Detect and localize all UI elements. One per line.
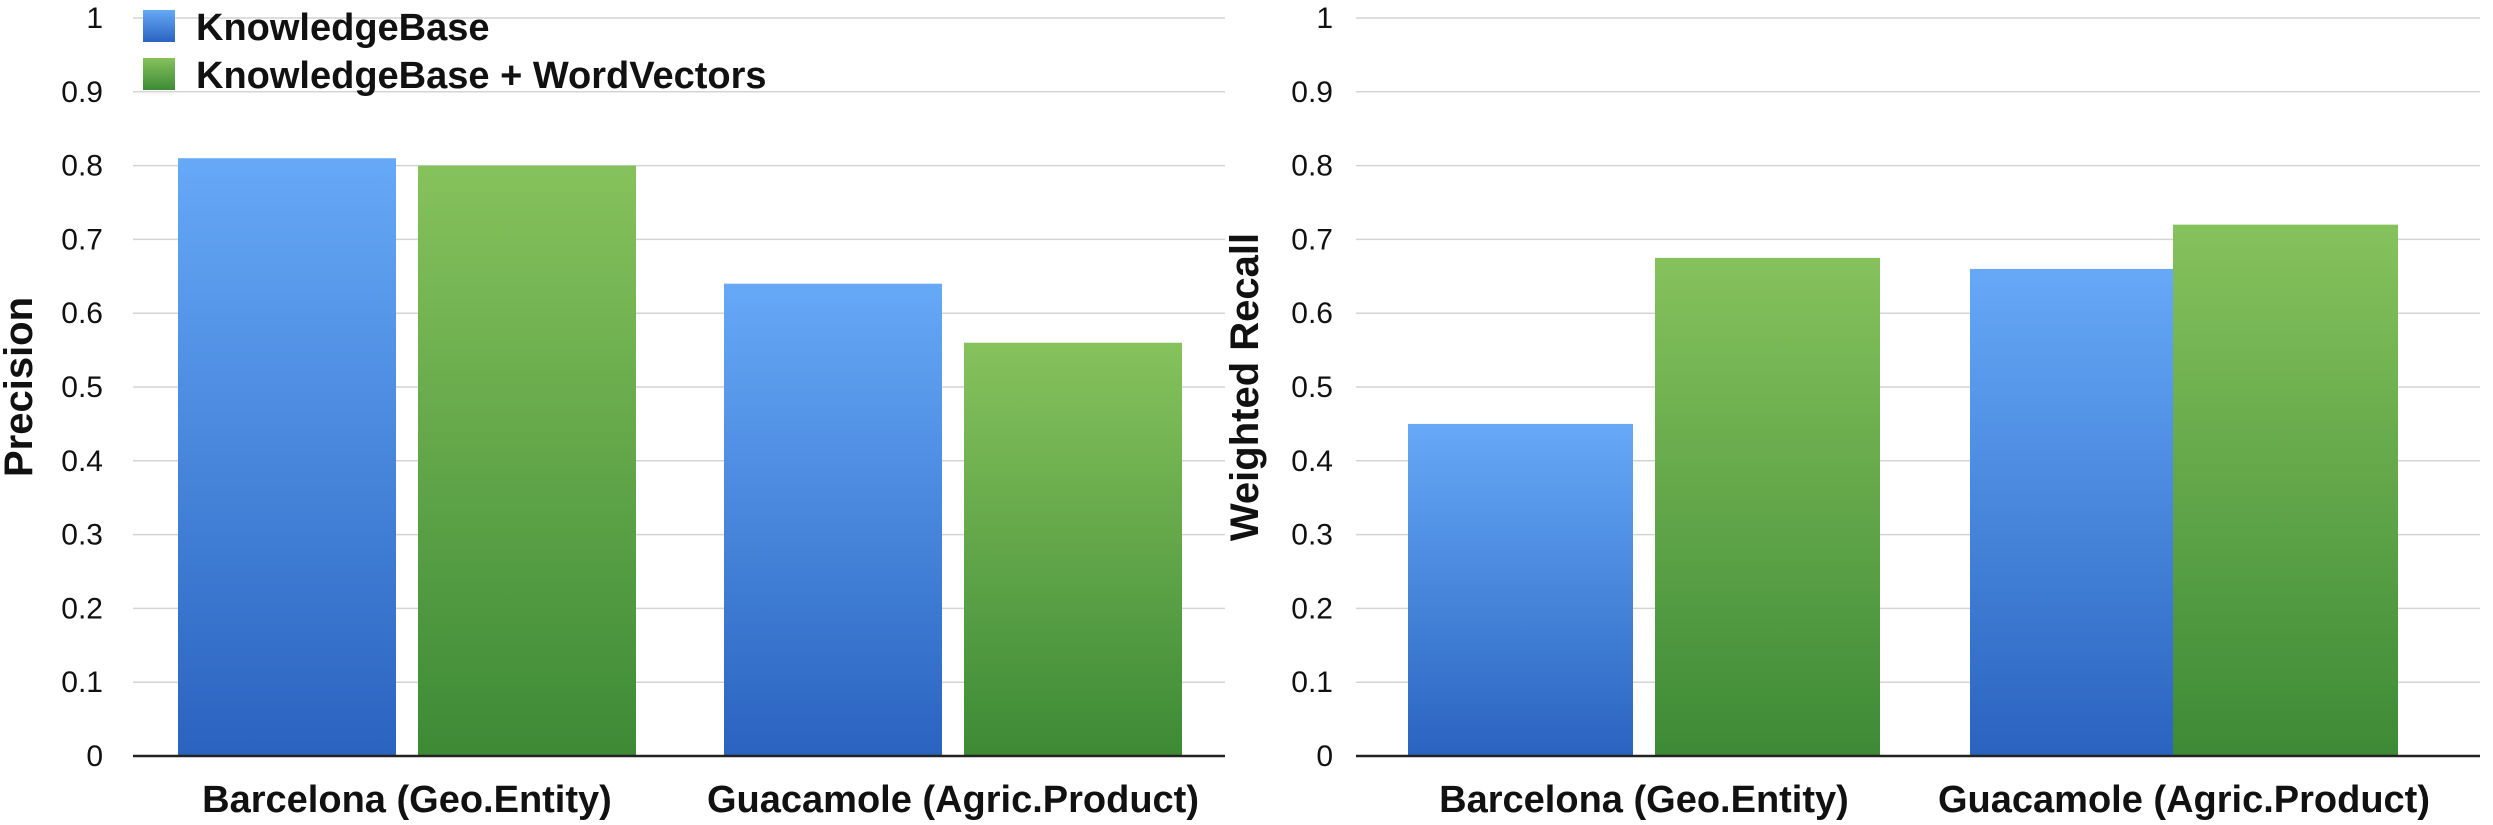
bar-knowledgebase-wordvectors-1: [418, 165, 636, 757]
bar-knowledgebase-2: [724, 283, 942, 756]
y-tick-label: 0.7: [61, 223, 103, 256]
y-tick-label: 0.9: [61, 76, 103, 109]
y-tick-label: 0.5: [61, 371, 103, 404]
y-tick-label: 0.2: [61, 592, 103, 625]
y-tick-label: 0.1: [1291, 666, 1333, 699]
category-label: Barcelona (Geo.Entity): [1439, 779, 1849, 820]
legend-swatch-knowledgebase: [143, 10, 175, 42]
category-label: Guacamole (Agric.Product): [1938, 779, 2430, 820]
y-tick-label: 0.3: [1291, 519, 1333, 552]
chart-panel-1: 0 0.1 0.2 0.3 0.4 0.5 0.6 0.7 0.8 0.9 1 Barcelona (…: [0, 2, 1225, 821]
y-tick-label: 0.2: [1291, 592, 1333, 625]
y-tick-label: 0.6: [61, 297, 103, 330]
y-tick-label: 0.4: [1291, 445, 1333, 478]
bar-knowledgebase-wordvectors-2: [2173, 224, 2398, 756]
category-label: Barcelona (Geo.Entity): [202, 779, 612, 820]
y-tick-label: 0.1: [61, 666, 103, 699]
legend-label: KnowledgeBase + WordVectors: [196, 55, 767, 97]
y-tick-label: 1: [86, 2, 103, 35]
legend-swatch-knowledgebase-wordvectors: [143, 58, 175, 90]
y-tick-label: 0: [86, 740, 103, 773]
chart-panel-2: 0 0.1 0.2 0.3 0.4 0.5 0.6 0.7 0.8 0.9 1 Barcelona (…: [1223, 2, 2480, 821]
legend-label: KnowledgeBase: [196, 7, 490, 49]
bar-knowledgebase-2: [1970, 268, 2195, 756]
bar-knowledgebase-1: [178, 158, 396, 757]
y-axis-label: Weighted Recall: [1223, 233, 1267, 541]
y-tick-label: 0.8: [61, 150, 103, 183]
bar-knowledgebase-wordvectors-2: [964, 342, 1182, 756]
y-tick-label: 0: [1316, 740, 1333, 773]
y-tick-label: 0.4: [61, 445, 103, 478]
y-tick-label: 0.3: [61, 519, 103, 552]
bar-knowledgebase-1: [1408, 423, 1633, 756]
y-tick-label: 0.7: [1291, 223, 1333, 256]
bar-knowledgebase-wordvectors-1: [1655, 257, 1880, 756]
y-tick-label: 0.5: [1291, 371, 1333, 404]
y-tick-label: 0.6: [1291, 297, 1333, 330]
y-tick-label: 0.8: [1291, 150, 1333, 183]
category-label: Guacamole (Agric.Product): [707, 779, 1199, 820]
legend: KnowledgeBase KnowledgeBase + WordVectors: [143, 7, 767, 97]
y-tick-label: 1: [1316, 2, 1333, 35]
y-tick-label: 0.9: [1291, 76, 1333, 109]
y-axis-label: Precision: [0, 297, 41, 477]
